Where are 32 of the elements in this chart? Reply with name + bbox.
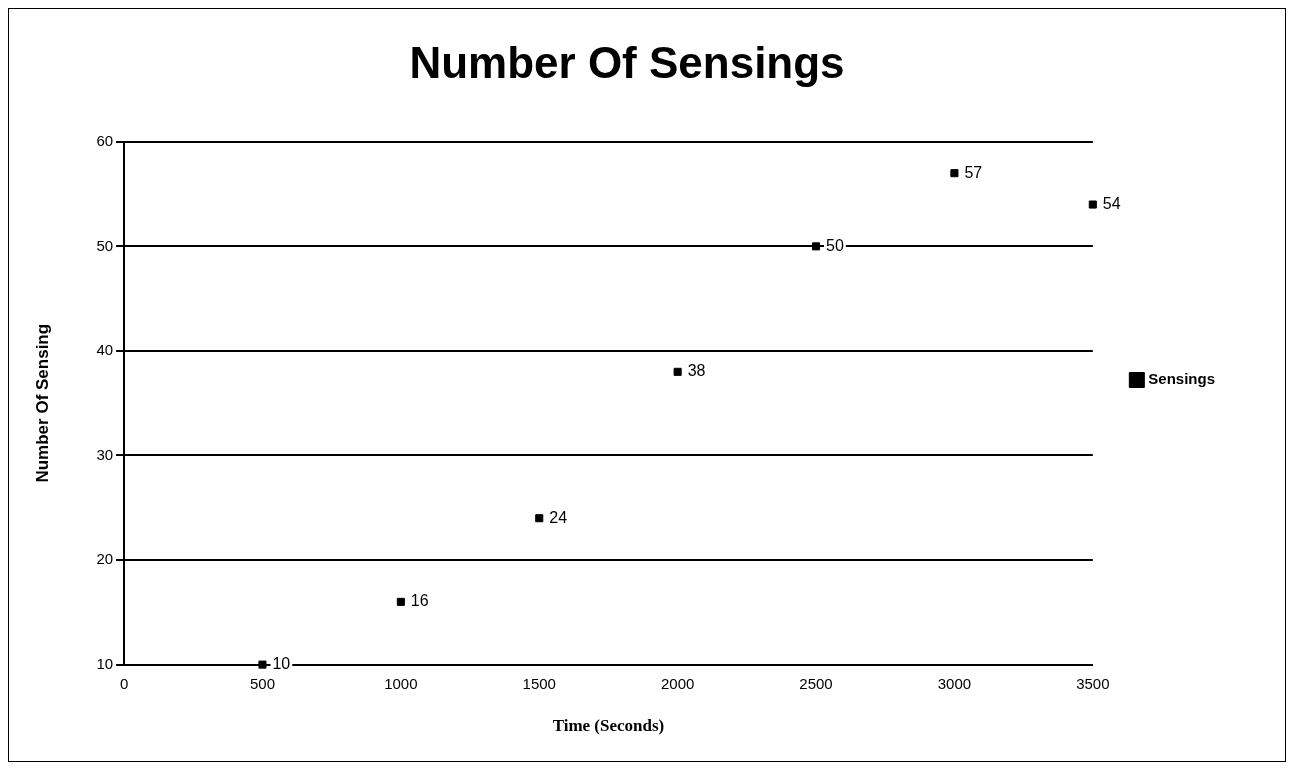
data-label: 16 [410, 592, 429, 610]
x-tick-label: 2500 [799, 674, 833, 692]
point [1088, 200, 1097, 209]
x-tick-label: 500 [249, 674, 275, 692]
y-tick-label: 40 [96, 341, 114, 359]
point [535, 514, 544, 523]
data-label: 10 [272, 655, 291, 673]
data-label: 50 [826, 236, 844, 254]
y-tick-label: 20 [96, 550, 114, 568]
x-tick-label: 2000 [660, 674, 695, 692]
y-tick-label: 10 [96, 654, 114, 672]
data-label: 38 [687, 362, 706, 380]
data-label: 24 [549, 508, 568, 526]
point [673, 367, 682, 376]
y-tick-label: 50 [96, 236, 114, 254]
y-tick-label: 30 [96, 445, 114, 463]
x-axis-title: Time (Seconds) [552, 716, 665, 736]
x-tick-label: 3000 [937, 674, 972, 692]
point [950, 169, 959, 178]
x-tick-label: 1500 [522, 674, 556, 692]
data-label: 57 [964, 163, 983, 181]
x-tick-label: 0 [119, 674, 129, 692]
y-axis-title: Number Of Sensing [32, 323, 52, 483]
point [812, 242, 821, 251]
legend-label: Sensings [1148, 370, 1215, 388]
data-label: 54 [1102, 194, 1121, 212]
point [396, 597, 405, 606]
x-tick-label: 3500 [1076, 674, 1110, 692]
x-tick-label: 1000 [384, 674, 418, 692]
point [258, 660, 267, 669]
y-tick-label: 60 [96, 131, 114, 149]
chart-title: Number Of Sensings [409, 37, 845, 87]
